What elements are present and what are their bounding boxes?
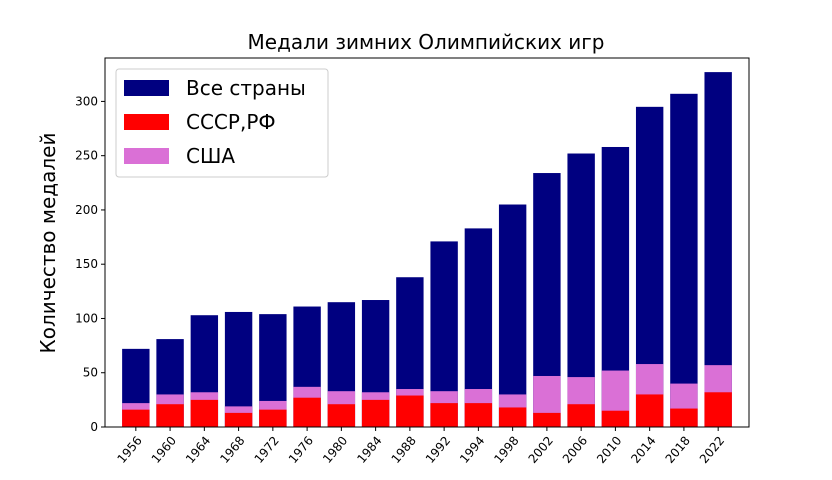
x-tick-label: 1980 [320,434,350,466]
bar-series2-1980 [327,404,356,427]
x-tick-label: 1964 [183,434,213,466]
legend-swatch [124,80,169,96]
y-tick-label: 100 [75,311,98,325]
x-tick-label: 1984 [354,434,384,466]
bar-series2-2014 [635,394,664,427]
bar-series2-1984 [361,399,390,427]
x-tick-label: 1972 [252,434,282,466]
plot-frame [104,57,750,428]
x-tick-label: 1988 [389,434,419,466]
y-tick-label: 250 [75,149,98,163]
bar-series2-1994 [464,403,493,427]
bar-series2-2018 [670,408,698,427]
legend-label: СССР,РФ [186,110,276,134]
bars-group [122,72,732,428]
y-tick-label: 50 [83,366,98,380]
legend-label: Все страны [186,76,306,100]
legend-swatch [124,114,169,130]
bar-series2-1972 [259,409,287,427]
bar-series0-1998 [498,204,527,427]
bar-series0-2018 [670,93,698,427]
y-axis-label: Количество медалей [36,133,60,354]
x-tick-label: 1992 [423,434,453,466]
x-tick-label: 2002 [526,434,556,466]
y-tick-label: 0 [90,420,98,434]
bar-series2-2002 [533,412,561,427]
bar-series2-1968 [224,412,253,427]
x-tick-label: 1998 [491,434,521,466]
bar-series2-1988 [396,395,424,427]
bar-series2-1998 [498,407,527,427]
x-tick-label: 2014 [628,434,658,466]
chart-title: Медали зимних Олимпийских игр [248,30,605,54]
y-tick-label: 200 [75,203,98,217]
bar-series2-1976 [293,397,321,427]
x-tick-label: 2006 [560,434,590,466]
legend-label: США [186,144,235,168]
bar-series2-2010 [601,410,630,427]
x-tick-label: 1968 [217,434,247,466]
x-tick-label: 2022 [697,434,727,466]
x-tick-label: 1956 [115,434,145,466]
bar-series2-1992 [430,403,458,427]
bar-series2-1964 [190,399,219,427]
y-tick-label: 300 [75,94,98,108]
bar-series2-2022 [704,392,732,427]
bar-series2-2006 [567,404,595,427]
x-tick-label: 2018 [663,434,693,466]
y-tick-label: 150 [75,257,98,271]
x-tick-label: 2010 [594,434,624,466]
x-tick-label: 1976 [286,434,316,466]
bar-series2-1956 [122,409,150,427]
x-tick-label: 1994 [457,434,487,466]
bar-series2-1960 [156,404,184,427]
x-tick-label: 1960 [149,434,179,466]
legend: Все страны СССР,РФ США [115,68,329,178]
axes-group [104,57,750,428]
legend-swatch [124,148,169,164]
